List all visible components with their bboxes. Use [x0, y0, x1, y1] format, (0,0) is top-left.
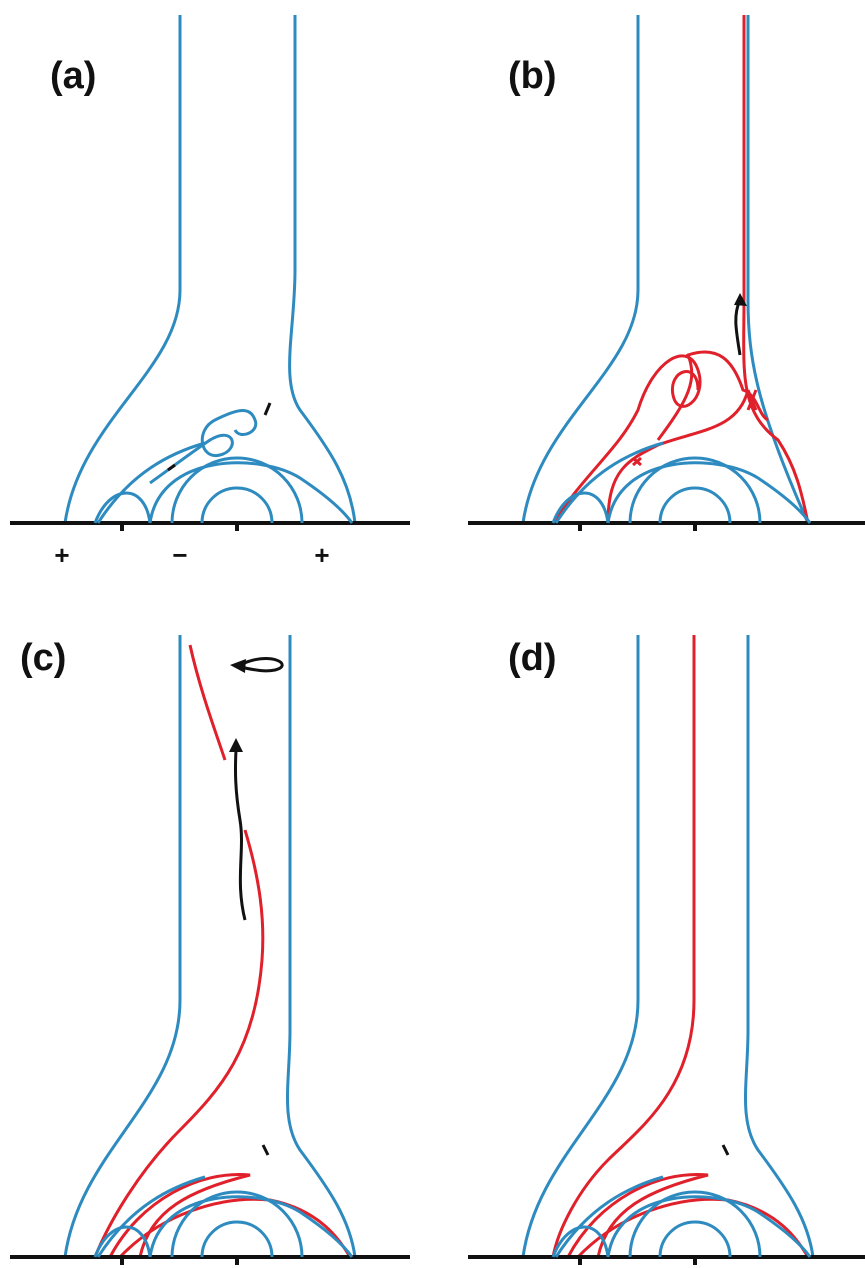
field-base	[10, 1177, 410, 1265]
field-line	[736, 300, 740, 355]
panel-label: (c)	[20, 637, 66, 679]
panel-d: (d)	[468, 635, 865, 1265]
field-line	[168, 465, 175, 470]
field-line	[263, 1145, 268, 1155]
field-line	[235, 750, 245, 920]
field-base	[468, 1177, 865, 1265]
field-line	[288, 635, 356, 1257]
field-line	[746, 635, 814, 1257]
field-line	[65, 635, 180, 1257]
diagram: (a) + − + (b) (c)	[0, 0, 865, 1268]
field-line	[190, 645, 225, 760]
field-base	[468, 443, 865, 531]
field-line	[265, 403, 270, 415]
polarity-sign: +	[314, 540, 329, 570]
panel-label: (d)	[508, 637, 557, 679]
polarity-sign: +	[54, 540, 69, 570]
panel-c: (c)	[10, 635, 410, 1265]
field-line	[290, 15, 355, 523]
field-line	[230, 659, 246, 673]
field-line	[633, 458, 641, 465]
polarity-sign: −	[172, 540, 187, 570]
field-line	[240, 659, 282, 671]
panel-a: (a) + − +	[10, 15, 410, 570]
field-line	[523, 635, 638, 1257]
panel-label: (b)	[508, 55, 557, 97]
panel-b: (b)	[468, 15, 865, 531]
field-base	[10, 443, 410, 531]
field-line	[150, 411, 256, 483]
panel-label: (a)	[50, 55, 96, 97]
field-line	[120, 1199, 350, 1257]
field-line	[578, 1199, 808, 1257]
field-line	[229, 738, 243, 752]
field-line	[748, 15, 808, 523]
field-line	[553, 635, 694, 1257]
field-line	[723, 1145, 728, 1155]
